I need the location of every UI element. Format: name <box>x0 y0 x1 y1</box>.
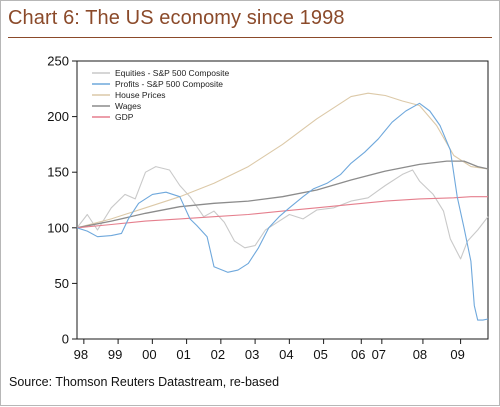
x-tick-label: 03 <box>245 347 259 362</box>
x-tick-label: 06 <box>351 347 365 362</box>
source-note: Source: Thomson Reuters Datastream, re-b… <box>9 375 280 389</box>
legend-label-wages: Wages <box>115 101 141 111</box>
series-lines <box>76 92 489 321</box>
series-line-house <box>76 92 489 229</box>
y-tick-label: 50 <box>55 276 69 291</box>
x-tick-label: 08 <box>413 347 427 362</box>
series-line-gdp <box>76 196 488 229</box>
legend-label-gdp: GDP <box>115 112 134 122</box>
plot-border <box>76 60 489 340</box>
legend-label-house: House Prices <box>115 90 166 100</box>
y-tick-label: 100 <box>47 220 69 235</box>
y-axis-ticks: 0 50 100 150 200 250 <box>47 54 77 347</box>
x-tick-label: 99 <box>108 347 122 362</box>
x-tick-label: 04 <box>279 347 293 362</box>
plot-area <box>76 60 489 340</box>
y-tick-label: 150 <box>47 165 69 180</box>
x-tick-label: 98 <box>74 347 88 362</box>
x-tick-label: 05 <box>313 347 327 362</box>
y-tick-label: 200 <box>47 109 69 124</box>
x-tick-label: 09 <box>450 347 464 362</box>
series-line-profits <box>76 102 489 321</box>
x-tick-label: 00 <box>142 347 156 362</box>
x-tick-label: 07 <box>372 347 386 362</box>
y-tick-label: 0 <box>62 332 69 347</box>
x-tick-label: 02 <box>211 347 225 362</box>
series-line-wages <box>76 160 489 229</box>
y-tick-label: 250 <box>47 54 69 69</box>
legend-label-equities: Equities - S&P 500 Composite <box>115 68 229 78</box>
x-axis-ticks: 98 99 00 01 02 03 04 05 06 07 08 09 <box>74 339 465 362</box>
x-tick-label: 01 <box>176 347 190 362</box>
title-rule <box>8 37 492 38</box>
legend-label-profits: Profits - S&P 500 Composite <box>115 79 223 89</box>
chart-title: Chart 6: The US economy since 1998 <box>8 7 345 29</box>
